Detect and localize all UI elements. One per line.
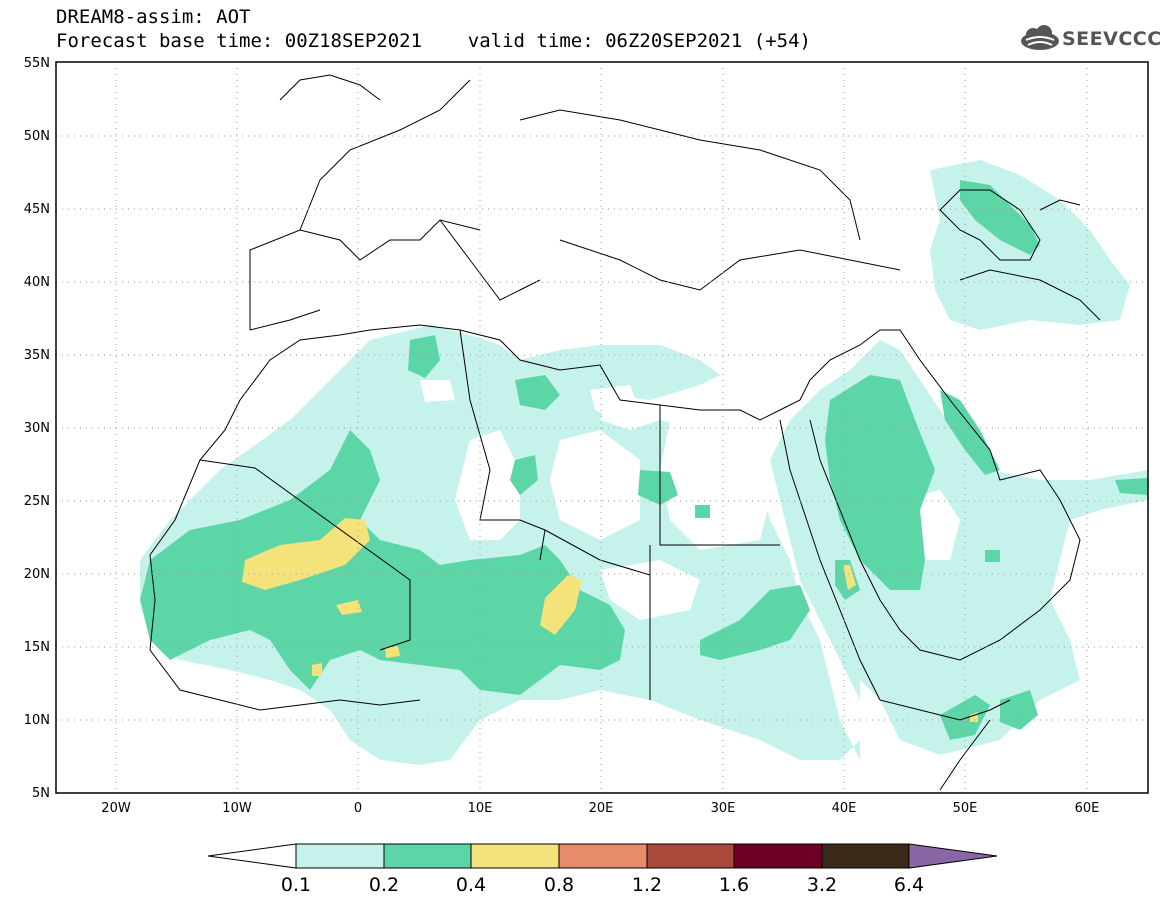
lat-label: 40N xyxy=(24,275,50,290)
colorbar-box xyxy=(646,843,735,869)
title-product: DREAM8-assim: AOT xyxy=(56,6,251,28)
colorbar-box xyxy=(383,843,472,869)
aot-contour-0.2-0.4 xyxy=(140,180,1148,740)
lat-label: 45N xyxy=(24,202,50,217)
lon-labels: 20W 10W 0 10E 20E 30E 40E 50E 60E xyxy=(101,801,1099,816)
lat-label: 30N xyxy=(24,421,50,436)
coastlines-borders xyxy=(149,74,1101,791)
lat-label: 35N xyxy=(24,348,50,363)
colorbar-label: 0.2 xyxy=(369,874,399,896)
colorbar-label: 1.2 xyxy=(632,874,662,896)
colorbar-box xyxy=(733,843,823,869)
lon-label: 10W xyxy=(222,801,252,816)
colorbar-label: 1.6 xyxy=(719,874,749,896)
colorbar-box xyxy=(821,843,910,869)
colorbar-label: 3.2 xyxy=(807,874,837,896)
lat-label: 5N xyxy=(32,786,50,801)
lat-label: 10N xyxy=(24,713,50,728)
lat-label: 25N xyxy=(24,494,50,509)
colorbar-box xyxy=(558,843,648,869)
lon-label: 20E xyxy=(589,801,614,816)
lat-labels: 55N 50N 45N 40N 35N 30N 25N 20N 15N 10N … xyxy=(24,56,50,801)
logo-text: SEEVCCC xyxy=(1062,28,1162,50)
colorbar-box xyxy=(470,843,560,869)
lon-label: 60E xyxy=(1075,801,1100,816)
cloud-logo-icon xyxy=(1021,25,1059,50)
lat-label: 15N xyxy=(24,640,50,655)
colorbar-label: 0.8 xyxy=(544,874,574,896)
graticule xyxy=(56,62,1148,793)
aot-contour-0.1-0.2 xyxy=(140,160,1148,765)
colorbar-label: 0.4 xyxy=(456,874,486,896)
title-times: Forecast base time: 00Z18SEP2021 valid t… xyxy=(56,30,811,52)
colorbar-min-arrow xyxy=(207,843,297,869)
lon-label: 20W xyxy=(101,801,131,816)
colorbar: 0.1 0.2 0.4 0.8 1.2 1.6 3.2 6.4 xyxy=(207,843,998,896)
colorbar-label: 0.1 xyxy=(281,874,311,896)
lat-label: 50N xyxy=(24,129,50,144)
lat-label: 55N xyxy=(24,56,50,71)
aot-gaps xyxy=(420,380,960,620)
seevccc-logo: SEEVCCC xyxy=(1018,24,1161,56)
lat-label: 20N xyxy=(24,567,50,582)
lon-label: 0 xyxy=(354,801,362,816)
lon-label: 50E xyxy=(953,801,978,816)
lon-label: 10E xyxy=(468,801,493,816)
aot-contour-0.4-0.8 xyxy=(242,518,978,722)
colorbar-label: 6.4 xyxy=(894,874,924,896)
aot-field xyxy=(140,160,1148,765)
lon-label: 40E xyxy=(832,801,857,816)
map-frame xyxy=(55,61,1149,794)
lon-label: 30E xyxy=(711,801,736,816)
colorbar-box xyxy=(295,843,385,869)
colorbar-max-arrow xyxy=(908,843,998,869)
